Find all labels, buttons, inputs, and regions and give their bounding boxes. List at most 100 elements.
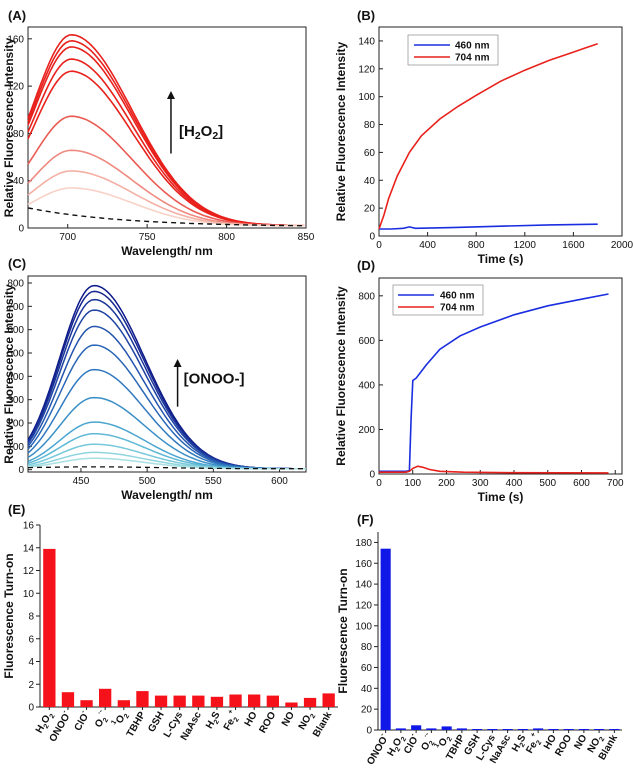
kinetic-line xyxy=(379,465,609,474)
x-axis-title: Time (s) xyxy=(478,490,524,504)
panel-d: (D) 0 100 200 300 400 500 600 700 0 200 400 600 800 Ti… xyxy=(334,258,624,504)
label-part: C xyxy=(402,744,415,756)
y-tick-label: 80 xyxy=(364,120,376,131)
category-label: ONOO- xyxy=(364,731,392,767)
label-part: + xyxy=(227,709,235,716)
x-tick-label: 850 xyxy=(298,232,315,243)
bar xyxy=(192,695,205,707)
label-part: ] xyxy=(218,123,223,140)
y-tick-label: 2 xyxy=(28,680,34,691)
label-part: 1 xyxy=(110,719,118,726)
legend-label: 460 nm xyxy=(455,41,490,52)
x-tick-label: 400 xyxy=(419,240,436,251)
x-tick-label: 750 xyxy=(139,232,156,243)
y-tick-label: 160 xyxy=(7,34,24,45)
label-part: S xyxy=(210,710,223,722)
y-tick-label: 120 xyxy=(7,82,24,93)
y-tick-label: 80 xyxy=(13,129,25,140)
label-part: 2 xyxy=(535,739,543,746)
y-tick-label: 180 xyxy=(355,538,372,549)
label-part: N xyxy=(280,717,293,729)
label-part: 2 xyxy=(400,736,408,743)
label-part: H xyxy=(154,710,167,722)
label-part: A xyxy=(495,743,508,755)
label-part: H xyxy=(34,724,47,736)
label-part: B xyxy=(311,727,324,739)
label-part: [ xyxy=(179,123,184,140)
y-tick-label: 40 xyxy=(364,176,376,187)
label-part: H xyxy=(204,719,217,731)
label-part: 2 xyxy=(123,713,131,720)
label-part: a xyxy=(492,749,505,760)
label-part: N xyxy=(369,749,382,761)
bar xyxy=(117,700,130,707)
y-tick-label: 400 xyxy=(358,380,375,391)
x-tick-label: 600 xyxy=(573,478,590,489)
y-tick-label: 120 xyxy=(355,600,372,611)
plot-frame xyxy=(378,277,623,475)
label-part: 2 xyxy=(519,742,527,749)
x-tick-label: 450 xyxy=(73,476,90,487)
y-tick-label: 80 xyxy=(361,642,373,653)
x-tick-label: 700 xyxy=(607,478,624,489)
bar xyxy=(80,700,93,707)
label-part: O xyxy=(189,370,201,387)
y-tick-label: 140 xyxy=(355,580,372,591)
label-part: L xyxy=(475,752,488,763)
y-tick-label: 6 xyxy=(28,634,34,645)
label-part: S xyxy=(466,739,479,751)
y-tick-label: 500 xyxy=(7,349,24,360)
label-part: 2 xyxy=(428,740,436,747)
label-part: 2 xyxy=(446,736,454,743)
category-label: L-Cys xyxy=(162,710,186,740)
bar xyxy=(303,697,317,707)
bar xyxy=(210,696,224,707)
spectrum-line xyxy=(27,207,305,227)
label-part: l xyxy=(600,748,611,756)
category-label: H2O2 xyxy=(34,710,57,736)
label-part: 2 xyxy=(394,746,402,753)
x-tick-label: 600 xyxy=(271,476,288,487)
bar xyxy=(548,729,559,730)
label-part: T xyxy=(444,751,457,762)
spectrum-line xyxy=(27,39,305,227)
x-tick-label: 2000 xyxy=(611,240,633,251)
kinetic-line xyxy=(379,293,609,473)
x-tick-label: 1200 xyxy=(514,240,537,251)
category-label: NO xyxy=(280,710,297,729)
panel-e-label: (E) xyxy=(8,502,25,517)
y-axis-title: Relative Fluorescence Intensity xyxy=(2,284,16,464)
spectrum-line xyxy=(27,421,306,470)
y-axis-title: Fluorescence Turn-on xyxy=(336,568,350,693)
bar xyxy=(426,728,437,730)
panel-c: (C) 450 500 550 600 0 100 200 300 400 500 600 700 800… xyxy=(2,256,307,502)
x-tick-label: 0 xyxy=(376,478,382,489)
legend-box xyxy=(407,34,499,66)
panel-a: (A) 700 750 800 850 0 40 80 120 160 Wavelength/ nm… xyxy=(2,8,315,258)
label-part: 2 xyxy=(598,736,606,743)
y-tick-label: 100 xyxy=(355,621,372,632)
y-tick-label: 120 xyxy=(358,64,375,75)
label-part: B xyxy=(597,750,610,762)
label-part: - xyxy=(165,726,176,734)
annotation-onoo: [ONOO-] xyxy=(184,370,245,387)
label-part: C xyxy=(167,720,180,732)
bar xyxy=(609,729,620,730)
y-tick-label: 14 xyxy=(23,543,35,554)
y-tick-label: 400 xyxy=(7,372,24,383)
plot-frame xyxy=(27,26,307,229)
category-label: NO2 xyxy=(586,733,607,756)
y-tick-label: 100 xyxy=(358,92,375,103)
category-label: O2·- xyxy=(417,731,439,754)
category-label: H2S xyxy=(204,710,224,732)
y-tick-label: 100 xyxy=(7,442,24,453)
bar xyxy=(229,694,242,707)
category-label: Fe2+ xyxy=(522,732,546,757)
label-part: 2 xyxy=(213,719,221,726)
bar xyxy=(456,728,467,730)
label-part: O xyxy=(211,370,223,387)
label-part: 1 xyxy=(433,742,441,749)
label-part: L xyxy=(162,729,175,740)
